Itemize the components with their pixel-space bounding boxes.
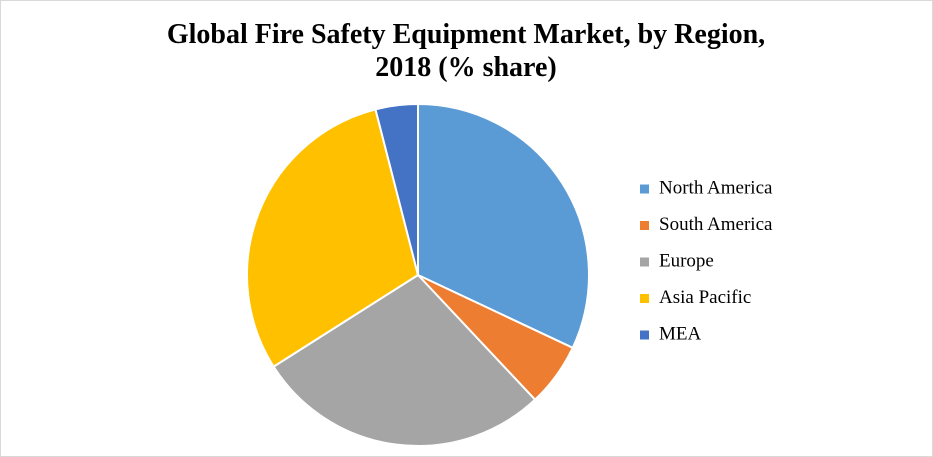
legend-swatch <box>640 294 649 303</box>
pie-slice <box>272 273 537 447</box>
legend-label: MEA <box>659 323 702 344</box>
legend-swatch <box>640 257 649 267</box>
chart-title: Global Fire Safety Equipment Market, by … <box>167 19 765 83</box>
pie-slice <box>374 102 419 276</box>
legend-label: Asia Pacific <box>659 287 751 308</box>
legend-label: Europe <box>659 250 714 271</box>
legend-label: North America <box>659 177 773 198</box>
legend-label: South America <box>659 214 773 235</box>
legend-swatch <box>640 330 649 340</box>
legend-swatch <box>640 221 649 230</box>
legend-swatch <box>640 184 649 194</box>
pie-slice <box>246 108 420 369</box>
pie-slice <box>417 102 590 350</box>
